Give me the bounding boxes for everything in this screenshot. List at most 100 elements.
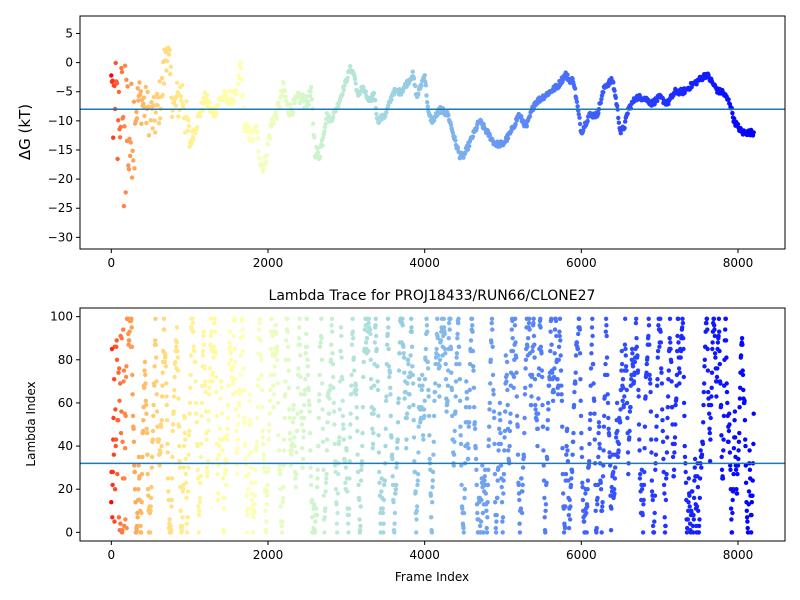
delta-g-point	[585, 118, 590, 124]
lambda-point	[344, 448, 349, 453]
delta-g-point	[238, 66, 244, 71]
lambda-point	[470, 348, 476, 354]
delta-g-point	[131, 99, 137, 104]
lambda-point	[490, 344, 495, 349]
lambda-point	[532, 377, 538, 382]
lambda-point	[186, 452, 191, 457]
lambda-point	[641, 502, 646, 507]
lambda-point	[316, 415, 321, 421]
delta-g-point	[138, 89, 143, 94]
delta-g-point	[261, 167, 266, 172]
lambda-point	[737, 405, 742, 410]
lambda-point	[380, 510, 386, 516]
delta-g-point	[342, 83, 347, 88]
lambda-point	[332, 441, 337, 447]
lambda-point	[266, 465, 271, 470]
lambda-point	[559, 392, 564, 397]
delta-g-point	[255, 136, 261, 141]
delta-g-point	[128, 140, 133, 145]
lambda-point	[661, 482, 667, 488]
lambda-point	[668, 346, 673, 352]
lambda-point	[513, 316, 518, 321]
lambda-point	[148, 495, 154, 501]
lambda-point	[372, 383, 377, 388]
lambda-point	[210, 370, 216, 375]
lambda-point	[277, 467, 283, 472]
lambda-point	[168, 523, 173, 529]
lambda-point	[587, 459, 592, 464]
lambda-point	[346, 512, 351, 518]
lambda-point	[696, 523, 702, 529]
lambda-x-ticks: 0 2000 4000 6000 8000	[108, 541, 753, 562]
lambda-point	[237, 387, 242, 393]
lambda-point	[449, 370, 454, 375]
lambda-point	[114, 357, 120, 362]
lambda-point	[486, 467, 491, 472]
delta-g-point	[422, 73, 427, 78]
lambda-point	[606, 426, 611, 431]
lambda-point	[515, 424, 520, 429]
lambda-point	[652, 510, 657, 516]
delta-g-point	[179, 98, 184, 104]
lambda-point	[329, 316, 335, 321]
lambda-point	[245, 530, 250, 535]
lambda-point	[360, 443, 365, 449]
lambda-point	[670, 454, 676, 460]
lambda-point	[474, 467, 479, 472]
lambda-point	[354, 405, 359, 410]
lambda-point	[494, 512, 499, 518]
lambda-point	[114, 338, 119, 343]
delta-g-point	[463, 150, 468, 155]
lambda-point	[556, 344, 562, 349]
lambda-point	[371, 411, 376, 416]
delta-g-point	[143, 84, 148, 90]
lambda-point	[443, 351, 448, 356]
lambda-point	[697, 517, 702, 522]
lambda-point	[686, 476, 691, 481]
lambda-point	[111, 452, 117, 457]
lambda-point	[422, 398, 427, 403]
lambda-point	[224, 482, 229, 488]
lambda-point	[472, 426, 478, 431]
lambda-point	[647, 372, 652, 378]
delta-g-point	[320, 143, 325, 148]
lambda-point	[681, 374, 686, 380]
lambda-point	[595, 495, 600, 501]
lambda-point	[320, 439, 326, 444]
lambda-point	[638, 471, 643, 477]
lambda-point	[368, 357, 373, 362]
lambda-point	[175, 368, 181, 373]
lambda-point	[279, 523, 284, 529]
lambda-point	[575, 346, 581, 352]
lambda-point	[565, 426, 570, 431]
lambda-point	[316, 443, 321, 449]
delta-g-point	[240, 93, 246, 98]
lambda-point	[315, 467, 320, 472]
lambda-point	[642, 446, 647, 451]
lambda-point	[321, 493, 326, 498]
lambda-point	[206, 392, 212, 397]
lambda-point	[466, 456, 471, 462]
lambda-point	[499, 500, 505, 505]
lambda-point	[392, 530, 397, 535]
lambda-point	[520, 489, 525, 494]
lambda-point	[241, 387, 247, 393]
lambda-point	[493, 530, 499, 535]
lambda-point	[630, 364, 636, 369]
lambda-point	[226, 361, 231, 367]
lambda-point	[510, 336, 515, 341]
lambda-point	[552, 366, 557, 371]
lambda-point	[164, 394, 169, 399]
lambda-point	[652, 519, 657, 524]
lambda-point	[489, 316, 495, 321]
lambda-point	[220, 476, 226, 481]
lambda-point	[142, 359, 148, 365]
lambda-point	[226, 383, 231, 388]
delta-g-point	[340, 91, 345, 97]
lambda-point	[403, 389, 408, 395]
lambda-point	[249, 491, 254, 496]
lambda-point	[668, 340, 673, 345]
lambda-point	[421, 437, 426, 442]
lambda-point	[532, 355, 537, 360]
delta-g-point	[118, 124, 123, 130]
